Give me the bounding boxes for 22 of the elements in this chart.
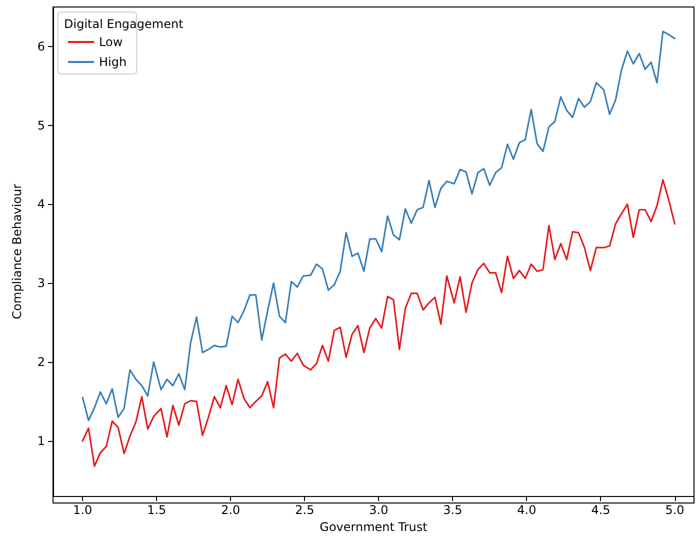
x-tick-label: 4.5 (591, 503, 610, 518)
legend-title: Digital Engagement (64, 17, 184, 31)
y-tick-label: 3 (37, 276, 45, 290)
x-tick-label: 1.0 (73, 503, 92, 518)
y-tick-label: 6 (37, 39, 45, 54)
x-tick-label: 3.0 (369, 503, 388, 518)
line-series (82, 30, 676, 422)
legend-label: Low (99, 35, 123, 49)
x-tick-label: 4.0 (517, 503, 536, 518)
y-tick-label: 2 (37, 354, 45, 369)
x-tick-label: 1.5 (147, 503, 166, 518)
y-tick-label: 1 (37, 434, 45, 448)
x-tick-label: 2.5 (295, 503, 314, 518)
x-tick-label: 2.0 (221, 503, 240, 518)
x-tick-label: 5.0 (665, 503, 684, 518)
x-axis-title: Government Trust (320, 520, 428, 534)
y-tick-label: 5 (37, 118, 45, 132)
y-tick-label: 4 (37, 197, 45, 212)
line-series (82, 178, 676, 467)
x-tick-label: 3.5 (443, 503, 462, 518)
y-axis-title: Compliance Behaviour (10, 184, 24, 320)
legend-label: High (99, 55, 127, 69)
